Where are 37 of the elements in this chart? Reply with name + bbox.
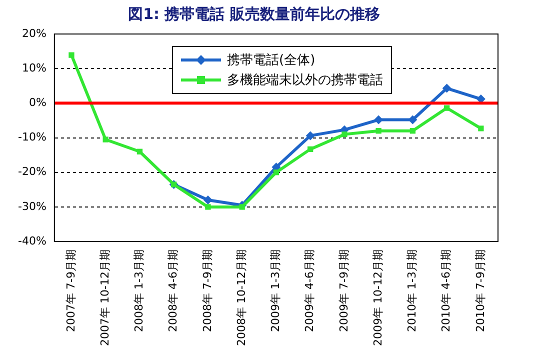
x-tick-label: 2009年 4-6月期 [303,250,316,332]
point [205,204,211,210]
x-tick-label: 2009年 1-3月期 [269,250,282,332]
x-tick-label: 2007年 10-12月期 [98,250,112,346]
legend-label: 多機能端末以外の携帯電話 [227,72,383,89]
point [273,170,280,176]
x-tick-label: 2008年 4-6月期 [166,250,180,332]
point [203,196,212,205]
chart-title: 図1: 携帯電話 販売数量前年比の推移 [128,4,380,23]
y-tick-label: -10% [18,130,46,144]
y-tick-label: -40% [18,234,46,248]
point [308,146,314,152]
x-tick-label: 2008年 10-12月期 [234,250,248,346]
y-tick-label: -30% [18,200,46,213]
point [342,131,348,138]
point [444,105,450,111]
point [376,128,382,134]
x-tick-label: 2007年 7-9月期 [64,250,78,332]
legend-label: 携帯電話(全体) [227,52,316,69]
y-tick-label: 20% [22,26,46,40]
point [102,136,108,142]
x-tick-label: 2010年 7-9月期 [474,250,487,332]
x-tick-label: 2009年 10-12月期 [371,250,384,346]
point [68,52,74,58]
point [442,84,452,93]
x-tick-label: 2010年 1-3月期 [406,250,419,332]
point [306,131,315,140]
x-tick-label: 2010年 4-6月期 [440,250,453,332]
y-tick-label: -20% [18,165,46,178]
point [136,148,143,154]
y-tick-label: 10% [22,61,46,74]
y-tick-label: 0% [28,96,46,110]
x-tick-label: 2008年 7-9月期 [200,250,214,332]
point [478,126,484,132]
x-tick-label: 2008年 1-3月期 [132,250,146,332]
point [410,128,416,134]
x-tick-label: 2009年 7-9月期 [337,250,350,332]
